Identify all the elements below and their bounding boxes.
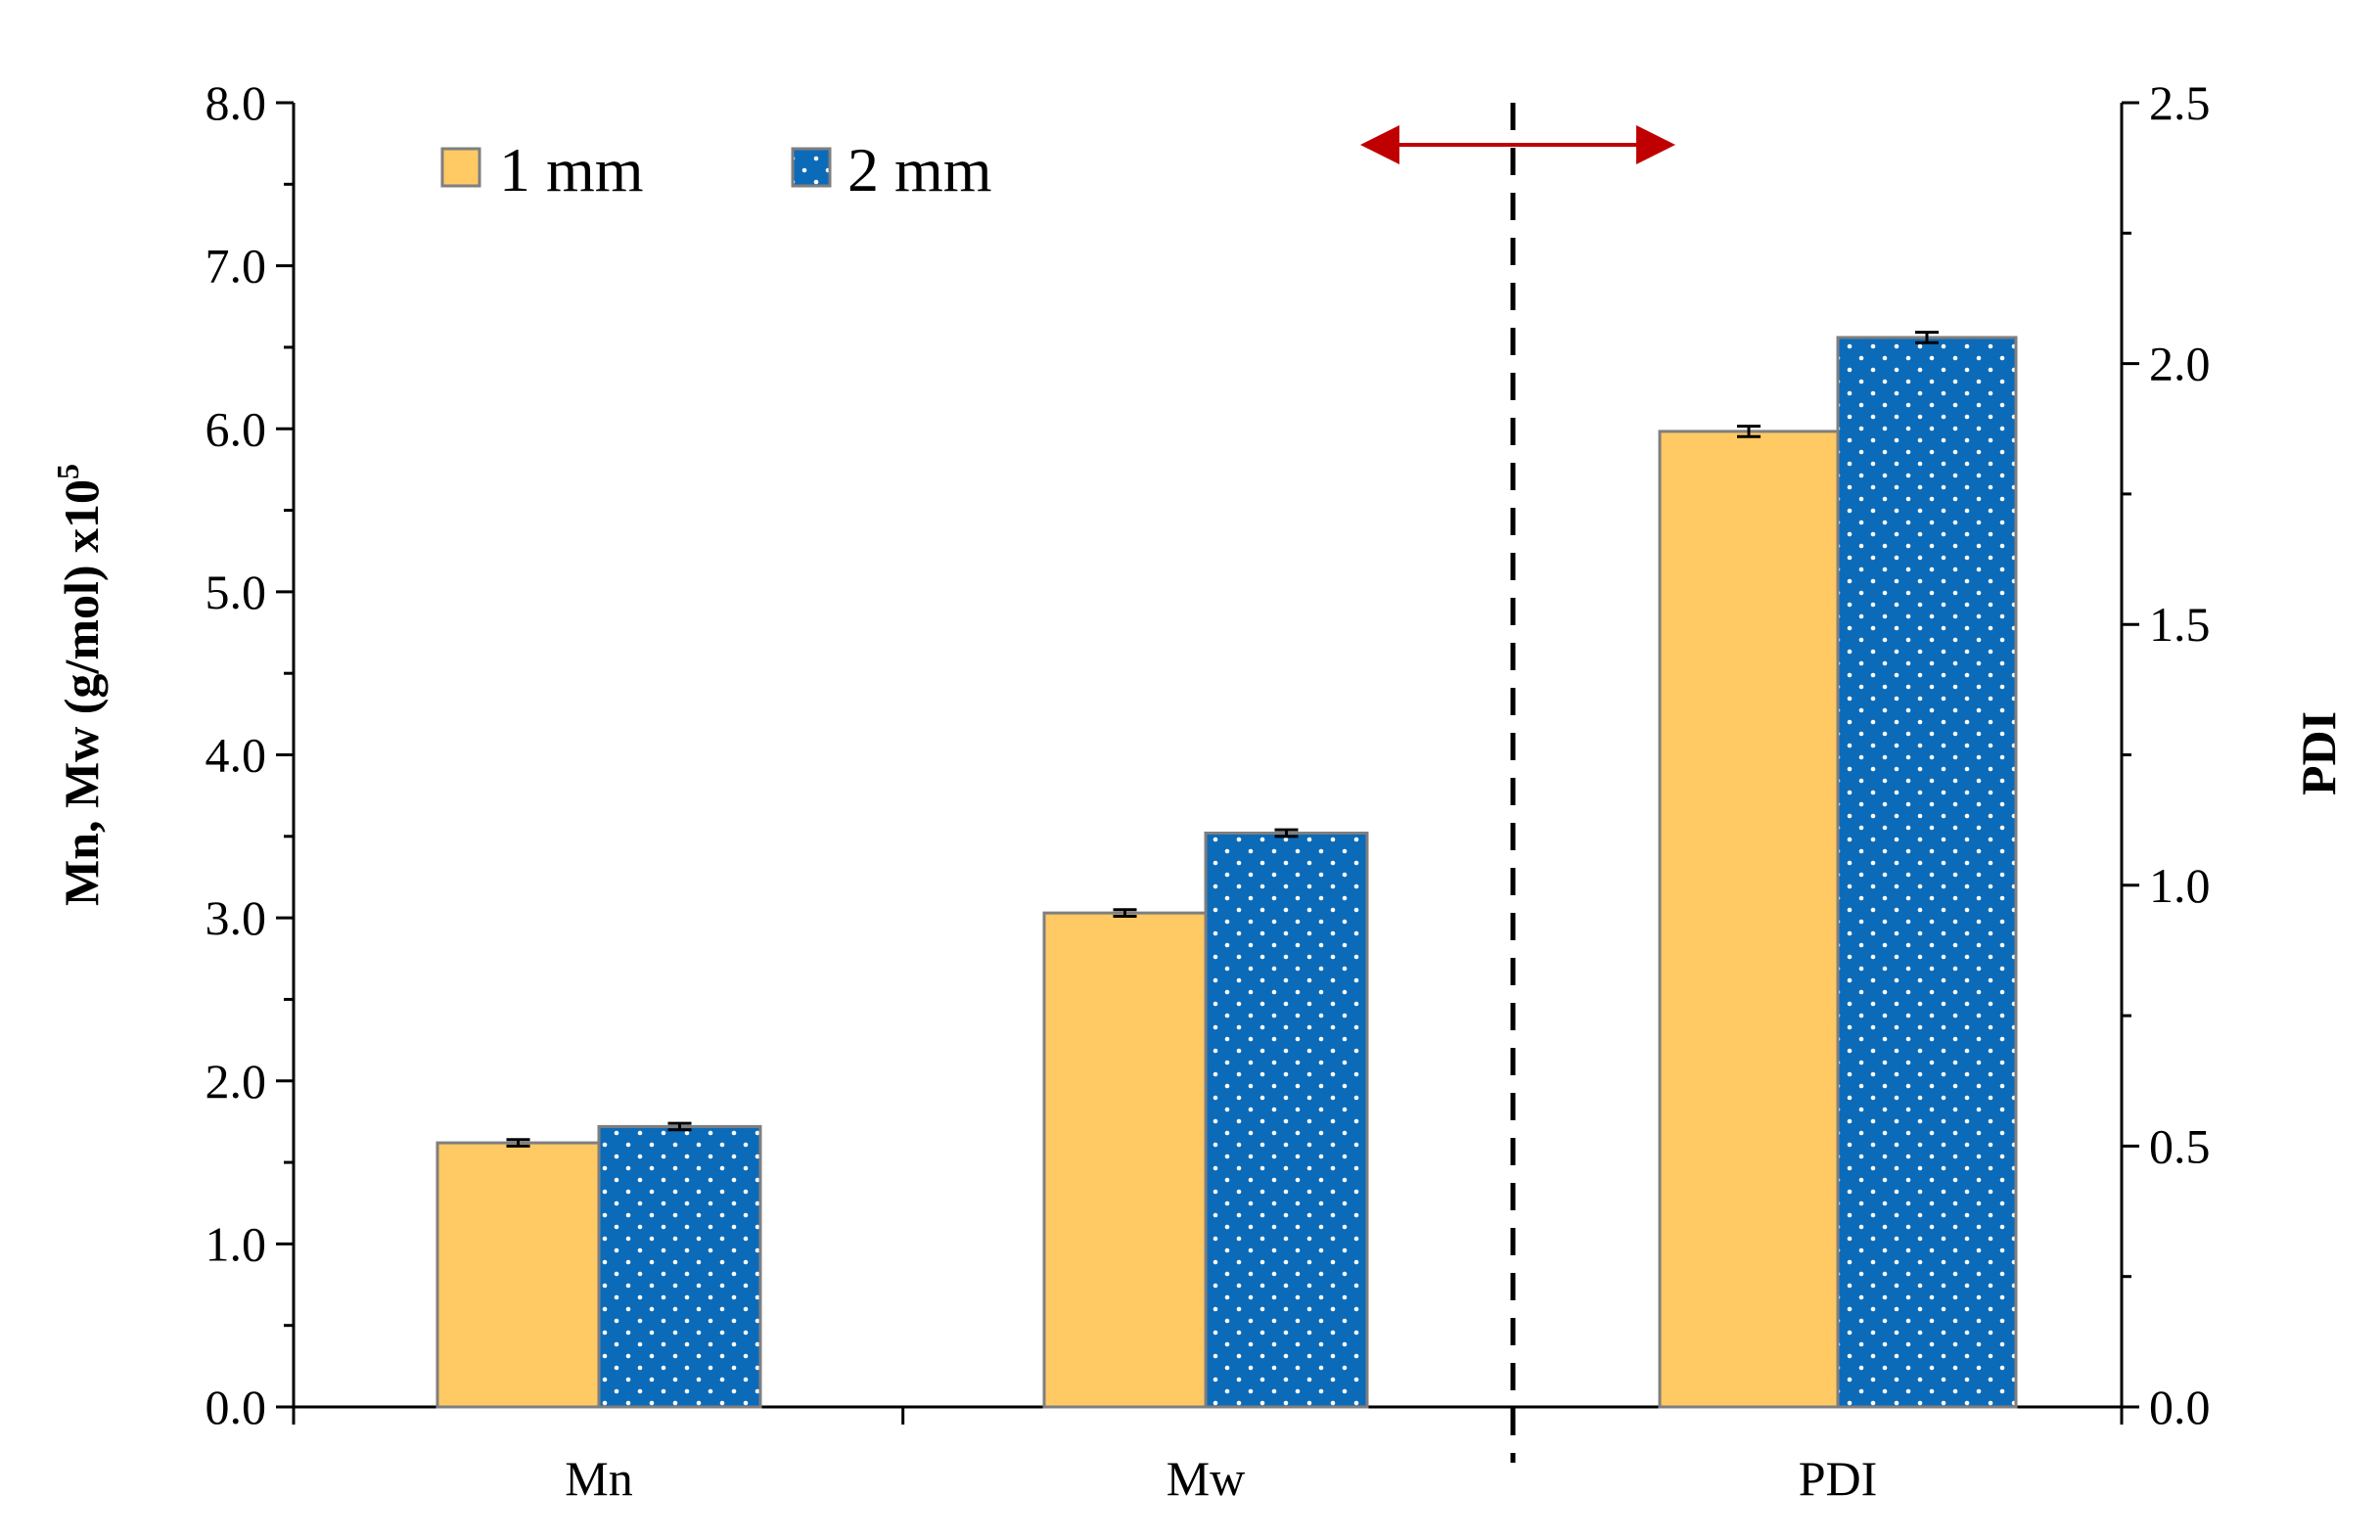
right-tick-label: 0.5	[2149, 1118, 2211, 1173]
right-tick-label: 2.5	[2149, 75, 2211, 130]
legend-label-1mm: 1 mm	[499, 135, 644, 204]
left-tick-label: 5.0	[206, 565, 267, 619]
bar-mn-series-1	[435, 1141, 601, 1409]
left-axis-title-superscript: 5	[50, 464, 85, 479]
right-tick-label: 1.5	[2149, 597, 2211, 652]
right-axis-title: PDI	[2291, 711, 2346, 795]
bar-mn-series-2	[597, 1124, 762, 1409]
left-tick-label: 0.0	[206, 1380, 267, 1434]
left-tick-label: 6.0	[206, 401, 267, 456]
left-tick-label: 7.0	[206, 239, 267, 294]
x-tick-label-pdi: PDI	[1799, 1451, 1878, 1506]
legend-swatch-1mm	[440, 147, 481, 188]
left-tick-label: 4.0	[206, 728, 267, 783]
plot-area: 0.0 1.0 2.0 3.0 4.0 5.0 6.0 7.0 8.0 0.0 0.5 1.0 1.5 2…	[50, 75, 2346, 1506]
left-axis-title: Mn, Mw (g/mol) x105	[50, 464, 109, 906]
x-tick-label-mn: Mn	[565, 1451, 632, 1506]
right-tick-label: 2.0	[2149, 337, 2211, 391]
right-tick-label: 1.0	[2149, 858, 2211, 913]
left-tick-label: 1.0	[206, 1216, 267, 1271]
x-tick-label-mw: Mw	[1167, 1451, 1246, 1506]
left-tick-label: 8.0	[206, 75, 267, 130]
left-tick-label: 2.0	[206, 1054, 267, 1109]
legend-swatch-2mm	[791, 147, 832, 188]
bar-pdi-series-1	[1658, 430, 1840, 1409]
bar-mw-series-2	[1204, 831, 1369, 1409]
legend-label-2mm: 2 mm	[847, 135, 992, 204]
left-tick-label: 3.0	[206, 890, 267, 945]
right-tick-label: 0.0	[2149, 1380, 2211, 1434]
bar-pdi-series-2	[1836, 336, 2018, 1409]
bar-mw-series-1	[1042, 911, 1208, 1409]
